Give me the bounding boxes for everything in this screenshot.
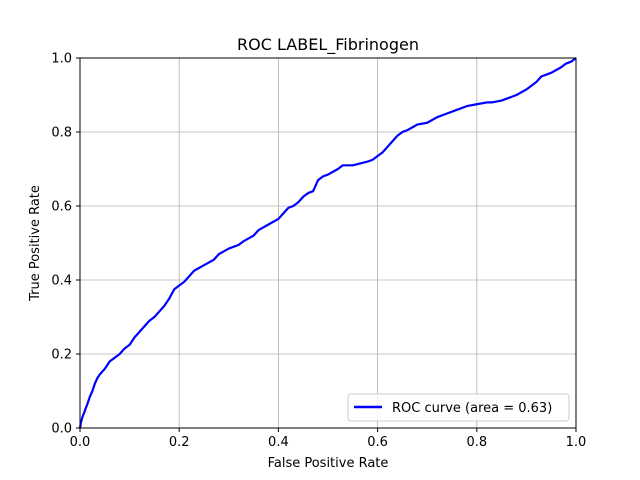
chart-title: ROC LABEL_Fibrinogen <box>237 35 419 55</box>
x-tick-label: 0.2 <box>169 435 190 450</box>
y-tick-label: 0.6 <box>51 200 72 215</box>
x-tick-label: 0.4 <box>268 435 289 450</box>
y-tick-label: 0.4 <box>51 274 72 289</box>
legend-label: ROC curve (area = 0.63) <box>392 401 552 416</box>
x-tick-label: 0.8 <box>466 435 487 450</box>
roc-curve-line <box>78 57 577 429</box>
y-tick-label: 0.2 <box>51 348 72 363</box>
y-tick-label: 0.0 <box>51 422 72 437</box>
y-tick-label: 0.8 <box>51 126 72 141</box>
grid-lines <box>79 57 577 429</box>
x-tick-label: 0.0 <box>70 435 91 450</box>
legend: ROC curve (area = 0.63) <box>347 393 570 422</box>
x-tick-label: 1.0 <box>566 435 587 450</box>
legend-box <box>347 393 570 422</box>
x-tick-label: 0.6 <box>367 435 388 450</box>
y-axis-ticks: 0.0 0.2 0.4 0.6 0.8 1.0 <box>51 52 80 437</box>
y-tick-label: 1.0 <box>51 52 72 67</box>
x-axis-ticks: 0.0 0.2 0.4 0.6 0.8 1.0 <box>70 428 587 450</box>
y-axis-title: True Positive Rate <box>28 185 43 302</box>
curve-layer <box>78 57 577 429</box>
x-axis-title: False Positive Rate <box>268 456 389 471</box>
plot-frame <box>79 57 577 429</box>
